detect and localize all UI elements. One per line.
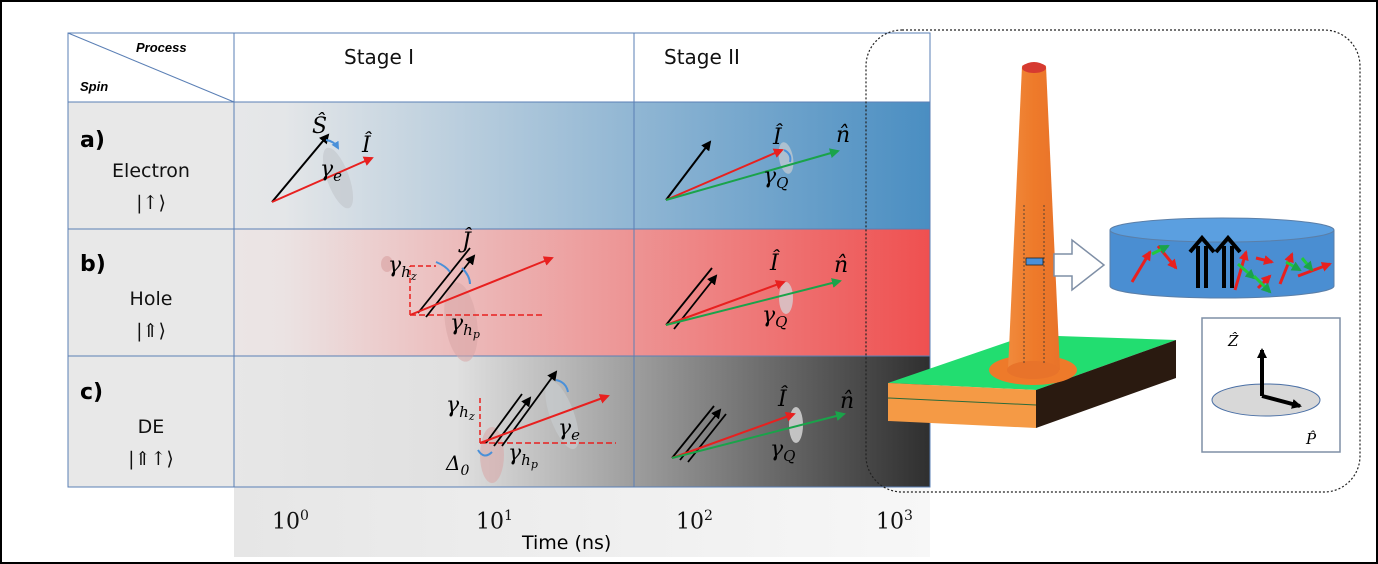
axis-tick-0: 100 bbox=[272, 508, 309, 535]
row-c-ket: |⇑↑⟩ bbox=[128, 448, 174, 470]
row-a-ket: |↑⟩ bbox=[136, 192, 166, 214]
row-b-label: Hole |⇑⟩ bbox=[68, 288, 234, 342]
svg-text:Î: Î bbox=[777, 385, 788, 412]
axis-tick-1: 101 bbox=[476, 508, 513, 535]
row-b-ket: |⇑⟩ bbox=[136, 320, 166, 342]
stage-two-label: Stage II bbox=[664, 45, 740, 69]
svg-text:Î: Î bbox=[769, 249, 780, 276]
row-c-name: DE bbox=[137, 416, 165, 438]
axis-tick-3: 103 bbox=[876, 508, 913, 535]
stage-one-label: Stage I bbox=[344, 45, 415, 69]
svg-text:γQ: γQ bbox=[762, 303, 787, 331]
row-b-name: Hole bbox=[129, 288, 173, 310]
svg-text:n̂: n̂ bbox=[840, 389, 854, 414]
svg-text:P̂: P̂ bbox=[1305, 430, 1317, 448]
row-a-letter: a) bbox=[80, 128, 105, 153]
axis-label: Time (ns) bbox=[522, 532, 612, 554]
svg-text:Î: Î bbox=[361, 131, 372, 158]
header-spin-label: Spin bbox=[80, 79, 109, 94]
row-c-label: DE |⇑↑⟩ bbox=[68, 416, 234, 470]
header-process-label: Process bbox=[136, 40, 187, 55]
svg-text:n̂: n̂ bbox=[834, 253, 848, 278]
svg-text:Ẑ: Ẑ bbox=[1227, 332, 1239, 350]
svg-text:Ŝ: Ŝ bbox=[312, 112, 327, 139]
row-a-name: Electron bbox=[112, 160, 190, 182]
row-a-label: Electron |↑⟩ bbox=[68, 160, 234, 214]
svg-text:Î: Î bbox=[772, 123, 783, 150]
svg-text:n̂: n̂ bbox=[836, 123, 850, 148]
row-c-letter: c) bbox=[80, 380, 104, 405]
axis-tick-2: 102 bbox=[676, 508, 713, 535]
row-b-letter: b) bbox=[80, 252, 106, 277]
svg-text:Ĵ: Ĵ bbox=[458, 227, 472, 254]
